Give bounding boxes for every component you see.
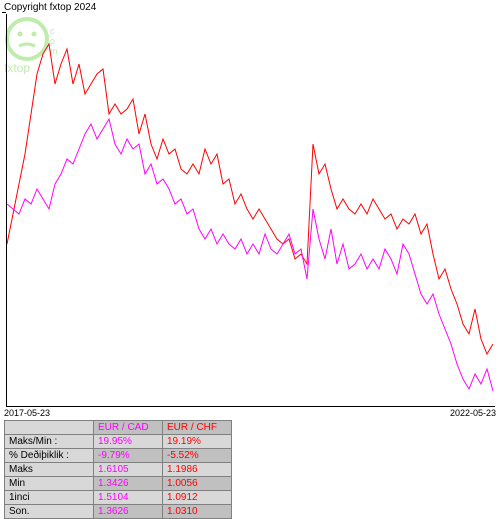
x-axis-start-label: 2017-05-23 bbox=[4, 408, 50, 418]
cell: 1.0912 bbox=[163, 491, 232, 505]
cell: 1.3626 bbox=[94, 505, 163, 519]
chart-area bbox=[6, 14, 495, 407]
cell: 1.1986 bbox=[163, 463, 232, 477]
row-label: Maks/Min : bbox=[5, 435, 94, 449]
cell: -9.79% bbox=[94, 449, 163, 463]
cell: 19.19% bbox=[163, 435, 232, 449]
stats-table: EUR / CAD EUR / CHF Maks/Min : 19.95% 19… bbox=[4, 420, 232, 519]
cell: 1.3426 bbox=[94, 477, 163, 491]
table-header-blank bbox=[5, 421, 94, 435]
row-label: 1inci bbox=[5, 491, 94, 505]
table-header-s2: EUR / CHF bbox=[163, 421, 232, 435]
cell: -5.52% bbox=[163, 449, 232, 463]
cell: 1.0056 bbox=[163, 477, 232, 491]
copyright-text: Copyright fxtop 2024 bbox=[4, 2, 96, 13]
line-chart bbox=[7, 14, 495, 406]
cell: 1.6105 bbox=[94, 463, 163, 477]
cell: 19.95% bbox=[94, 435, 163, 449]
row-label: Min bbox=[5, 477, 94, 491]
series-line bbox=[7, 44, 493, 354]
row-label: % Deðiþiklik : bbox=[5, 449, 94, 463]
series-line bbox=[7, 119, 493, 391]
table-header-s1: EUR / CAD bbox=[94, 421, 163, 435]
cell: 1.0310 bbox=[163, 505, 232, 519]
row-label: Son. bbox=[5, 505, 94, 519]
x-axis-end-label: 2022-05-23 bbox=[450, 408, 496, 418]
cell: 1.5104 bbox=[94, 491, 163, 505]
row-label: Maks bbox=[5, 463, 94, 477]
